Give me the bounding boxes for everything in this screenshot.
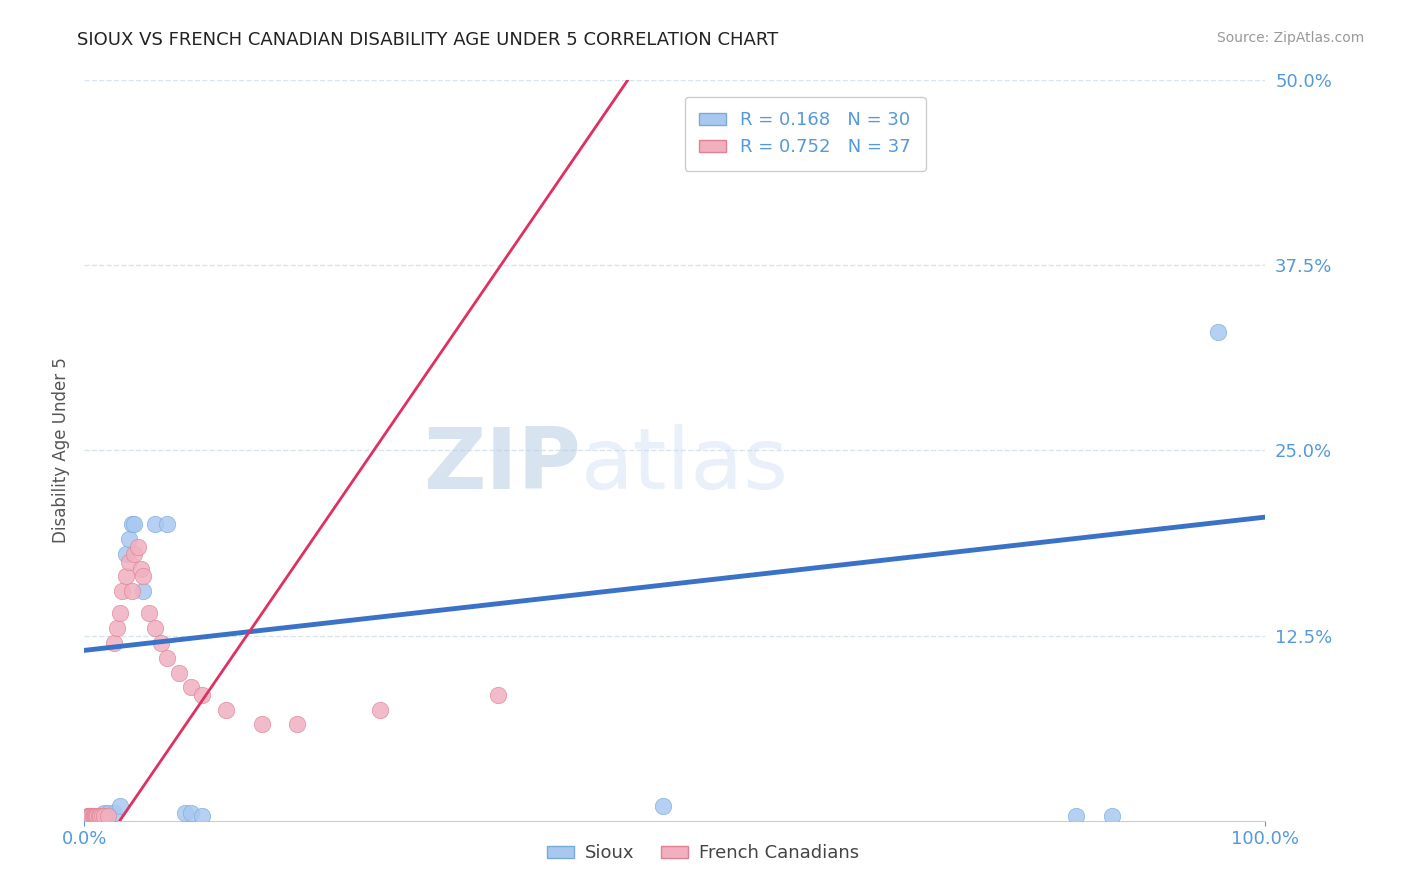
Point [83,809,105,823]
Point [89,809,111,823]
Point [82,809,104,823]
Point [79,809,101,823]
Point [80,809,103,823]
Point [143,621,166,635]
Point [180,806,202,821]
Point [93,806,115,821]
Y-axis label: Disability Age Under 5: Disability Age Under 5 [52,358,70,543]
Text: atlas: atlas [581,424,789,507]
Point [1206,325,1229,339]
Point [150,636,173,650]
Point [82,809,104,823]
Point [127,540,149,554]
Point [156,517,179,532]
Point [103,636,125,650]
Point [77,809,100,823]
Point [122,547,145,561]
Text: SIOUX VS FRENCH CANADIAN DISABILITY AGE UNDER 5 CORRELATION CHART: SIOUX VS FRENCH CANADIAN DISABILITY AGE … [77,31,779,49]
Point [118,533,141,547]
Point [118,555,141,569]
Point [97,809,120,823]
Point [86,809,108,823]
Point [77,809,100,823]
Point [111,584,134,599]
Point [114,547,136,561]
Point [121,517,143,532]
Point [1101,809,1123,823]
Point [84,809,107,823]
Point [91,809,114,823]
Point [107,621,129,635]
Point [108,798,131,813]
Point [103,806,125,821]
Point [143,517,166,532]
Point [87,809,110,823]
Point [86,809,108,823]
Point [87,809,110,823]
Point [77,809,100,823]
Point [180,681,202,695]
Point [91,809,114,823]
Point [1066,809,1088,823]
Legend: Sioux, French Canadians: Sioux, French Canadians [540,838,866,870]
Point [97,806,120,821]
Point [652,798,675,813]
Point [80,809,103,823]
Point [368,703,391,717]
Point [156,650,179,665]
Point [83,809,105,823]
Point [138,607,160,621]
Point [79,809,101,823]
Point [122,517,145,532]
Point [89,809,111,823]
Point [250,717,273,731]
Legend: R = 0.168   N = 30, R = 0.752   N = 37: R = 0.168 N = 30, R = 0.752 N = 37 [685,96,925,170]
Point [108,607,131,621]
Point [84,809,107,823]
Point [191,688,214,702]
Point [173,806,195,821]
Point [84,809,107,823]
Point [167,665,190,680]
Point [486,688,509,702]
Point [215,703,238,717]
Point [132,584,155,599]
Text: Source: ZipAtlas.com: Source: ZipAtlas.com [1216,31,1364,45]
Point [285,717,308,731]
Text: ZIP: ZIP [423,424,581,507]
Point [132,569,155,583]
Point [84,809,107,823]
Point [191,809,214,823]
Point [121,584,143,599]
Point [114,569,136,583]
Point [129,562,152,576]
Point [93,809,115,823]
Point [77,809,100,823]
